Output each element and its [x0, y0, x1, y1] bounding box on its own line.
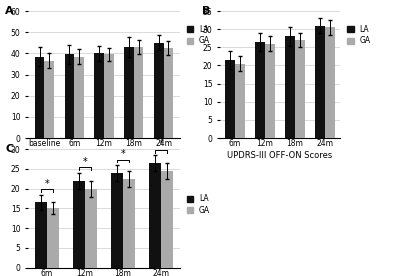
Bar — [65, 54, 74, 138]
Bar — [123, 179, 135, 268]
Bar — [325, 27, 334, 138]
Bar — [256, 42, 265, 138]
Text: *: * — [158, 139, 163, 149]
Text: C: C — [5, 144, 13, 154]
Bar — [285, 36, 295, 138]
Bar — [161, 171, 173, 268]
Text: *: * — [45, 179, 50, 189]
Bar — [124, 47, 134, 138]
Text: *: * — [83, 157, 87, 167]
Text: *: * — [121, 149, 125, 159]
Bar — [149, 163, 161, 268]
Bar — [35, 57, 44, 138]
Bar — [74, 57, 84, 138]
Bar — [154, 43, 164, 138]
Bar — [35, 203, 47, 268]
Bar — [94, 53, 104, 138]
Bar — [265, 44, 275, 138]
X-axis label: UPDRS-III OFF-OFF Scores: UPDRS-III OFF-OFF Scores — [50, 151, 158, 160]
Bar — [44, 61, 54, 138]
Text: A: A — [5, 6, 14, 16]
Legend: LA, GA: LA, GA — [348, 25, 371, 45]
Legend: LA, GA: LA, GA — [187, 194, 210, 215]
X-axis label: UPDRS-III OFF-ON Scores: UPDRS-III OFF-ON Scores — [227, 151, 333, 160]
Bar — [295, 40, 304, 138]
Bar — [73, 181, 85, 268]
Bar — [226, 60, 235, 138]
Bar — [85, 189, 97, 268]
Bar — [164, 48, 173, 138]
Bar — [235, 64, 245, 138]
Bar — [111, 173, 123, 268]
Bar — [315, 26, 325, 138]
Legend: LA, GA: LA, GA — [187, 25, 210, 45]
Bar — [134, 47, 143, 138]
Bar — [104, 54, 114, 138]
Text: B: B — [202, 6, 210, 16]
Bar — [47, 208, 59, 268]
